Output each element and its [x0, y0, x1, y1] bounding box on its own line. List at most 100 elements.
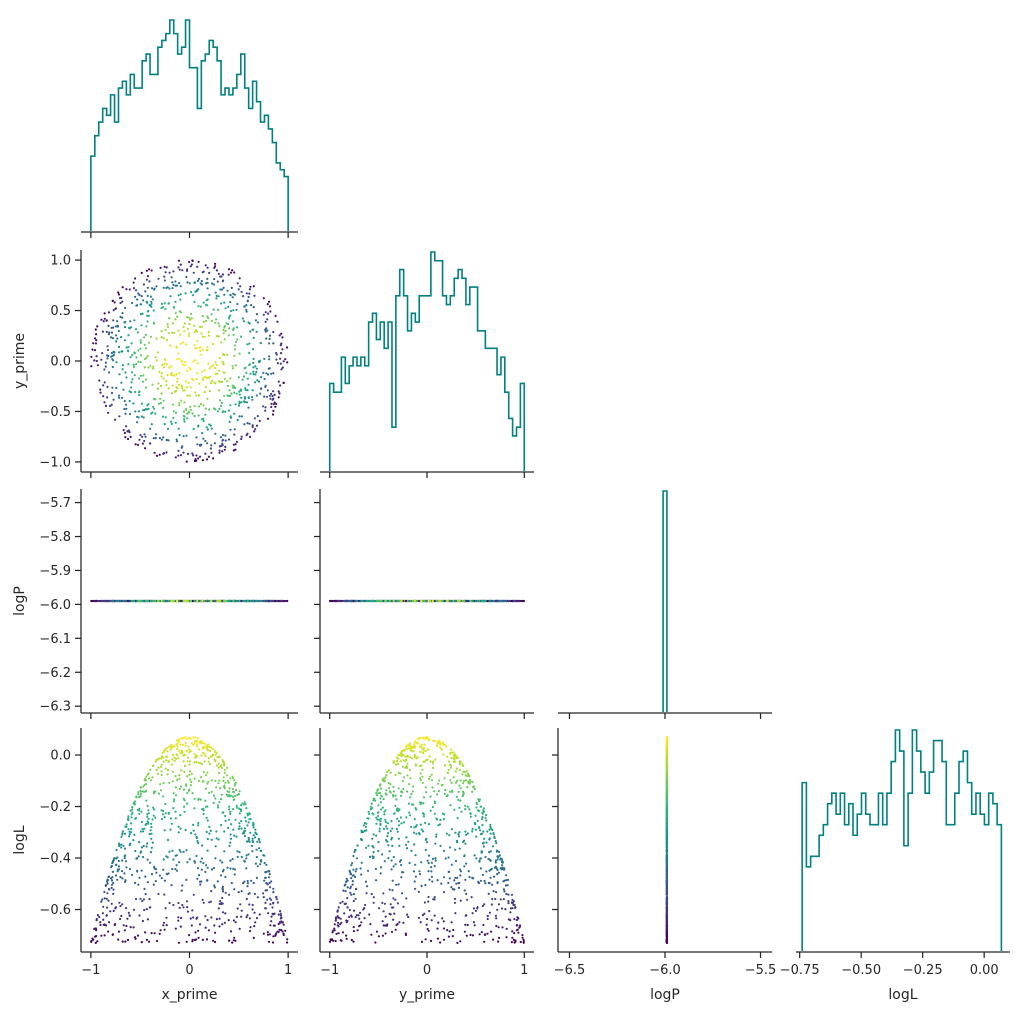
scatter-point [112, 319, 115, 322]
scatter-point [249, 599, 252, 603]
scatter-point [498, 936, 501, 940]
scatter-point [179, 814, 182, 817]
scatter-point [370, 933, 373, 936]
scatter-point [120, 843, 123, 846]
scatter-point [196, 362, 199, 365]
scatter-point [100, 358, 103, 361]
scatter-point [229, 404, 232, 407]
scatter-point [105, 599, 108, 603]
scatter-point [370, 892, 373, 896]
scatter-point [178, 282, 181, 285]
scatter-point [106, 357, 109, 360]
scatter-point [137, 292, 140, 295]
scatter-point [243, 829, 247, 833]
scatter-point [238, 822, 241, 825]
scatter-point [212, 364, 215, 367]
scatter-point [440, 882, 443, 885]
scatter-point [456, 599, 459, 603]
scatter-point [143, 336, 146, 339]
scatter-point [502, 888, 505, 891]
scatter-point [414, 745, 417, 748]
scatter-point [193, 300, 196, 303]
scatter-point [260, 849, 263, 852]
scatter-point [146, 294, 149, 297]
scatter-point [145, 908, 148, 911]
scatter-point [112, 888, 115, 891]
scatter-point [413, 743, 416, 746]
scatter-point [256, 840, 259, 843]
scatter-point [138, 438, 141, 441]
scatter-point [129, 356, 132, 359]
scatter-point [379, 797, 382, 800]
scatter-point [354, 916, 357, 919]
scatter-point [453, 879, 456, 882]
scatter-point [144, 435, 147, 438]
scatter-point [178, 372, 181, 375]
scatter-point [121, 312, 124, 315]
scatter-point [196, 265, 199, 268]
scatter-point [225, 599, 228, 603]
scatter-point [218, 801, 221, 804]
scatter-point [489, 825, 492, 828]
scatter-point [137, 360, 140, 363]
scatter-point [239, 804, 243, 807]
scatter-point [130, 816, 133, 819]
scatter-point [233, 888, 236, 891]
scatter-point [214, 265, 217, 268]
scatter-point [182, 325, 185, 328]
scatter-point [213, 599, 216, 603]
scatter-point [406, 762, 409, 765]
scatter-point [150, 832, 153, 835]
scatter-point [166, 856, 169, 859]
scatter-point [112, 398, 115, 401]
panel-logP-vs-y_prime [314, 489, 534, 719]
scatter-point [166, 769, 170, 772]
scatter-point [396, 922, 399, 926]
scatter-point [219, 874, 223, 877]
scatter-point [170, 365, 173, 368]
scatter-point [160, 770, 163, 773]
scatter-point [245, 371, 248, 374]
scatter-point [220, 380, 223, 383]
scatter-point [146, 804, 149, 808]
scatter-point [154, 760, 157, 763]
scatter-point [498, 854, 501, 857]
scatter-point [341, 931, 345, 934]
scatter-point [160, 755, 163, 758]
scatter-point [177, 757, 180, 760]
scatter-point [165, 363, 168, 366]
scatter-point [340, 939, 343, 942]
scatter-point [129, 435, 132, 439]
scatter-point [496, 858, 499, 861]
scatter-point [467, 870, 470, 873]
scatter-point [147, 403, 150, 406]
scatter-point [124, 940, 127, 943]
scatter-point [201, 378, 205, 382]
scatter-point [422, 813, 425, 816]
scatter-point [216, 755, 219, 759]
scatter-point [112, 599, 115, 603]
scatter-point [157, 792, 161, 795]
scatter-point [152, 321, 155, 324]
scatter-point [139, 374, 142, 377]
scatter-point [127, 911, 130, 915]
scatter-point [246, 300, 249, 303]
scatter-point [448, 763, 452, 766]
scatter-point [141, 312, 144, 315]
scatter-point [252, 370, 255, 373]
panel-logP-vs-x_prime: −5.7−5.8−5.9−6.0−6.1−6.2−6.3 [39, 489, 298, 719]
scatter-point [265, 327, 268, 330]
scatter-point [141, 599, 144, 603]
scatter-point [407, 747, 410, 750]
scatter-point [220, 302, 223, 305]
scatter-point [417, 737, 420, 740]
scatter-point [94, 342, 98, 345]
scatter-point [163, 422, 166, 426]
scatter-point [164, 416, 167, 419]
scatter-point [450, 828, 453, 831]
scatter-point [350, 938, 353, 942]
scatter-point [103, 381, 106, 384]
scatter-point [171, 372, 174, 375]
scatter-point [459, 874, 462, 877]
scatter-point [162, 756, 165, 759]
